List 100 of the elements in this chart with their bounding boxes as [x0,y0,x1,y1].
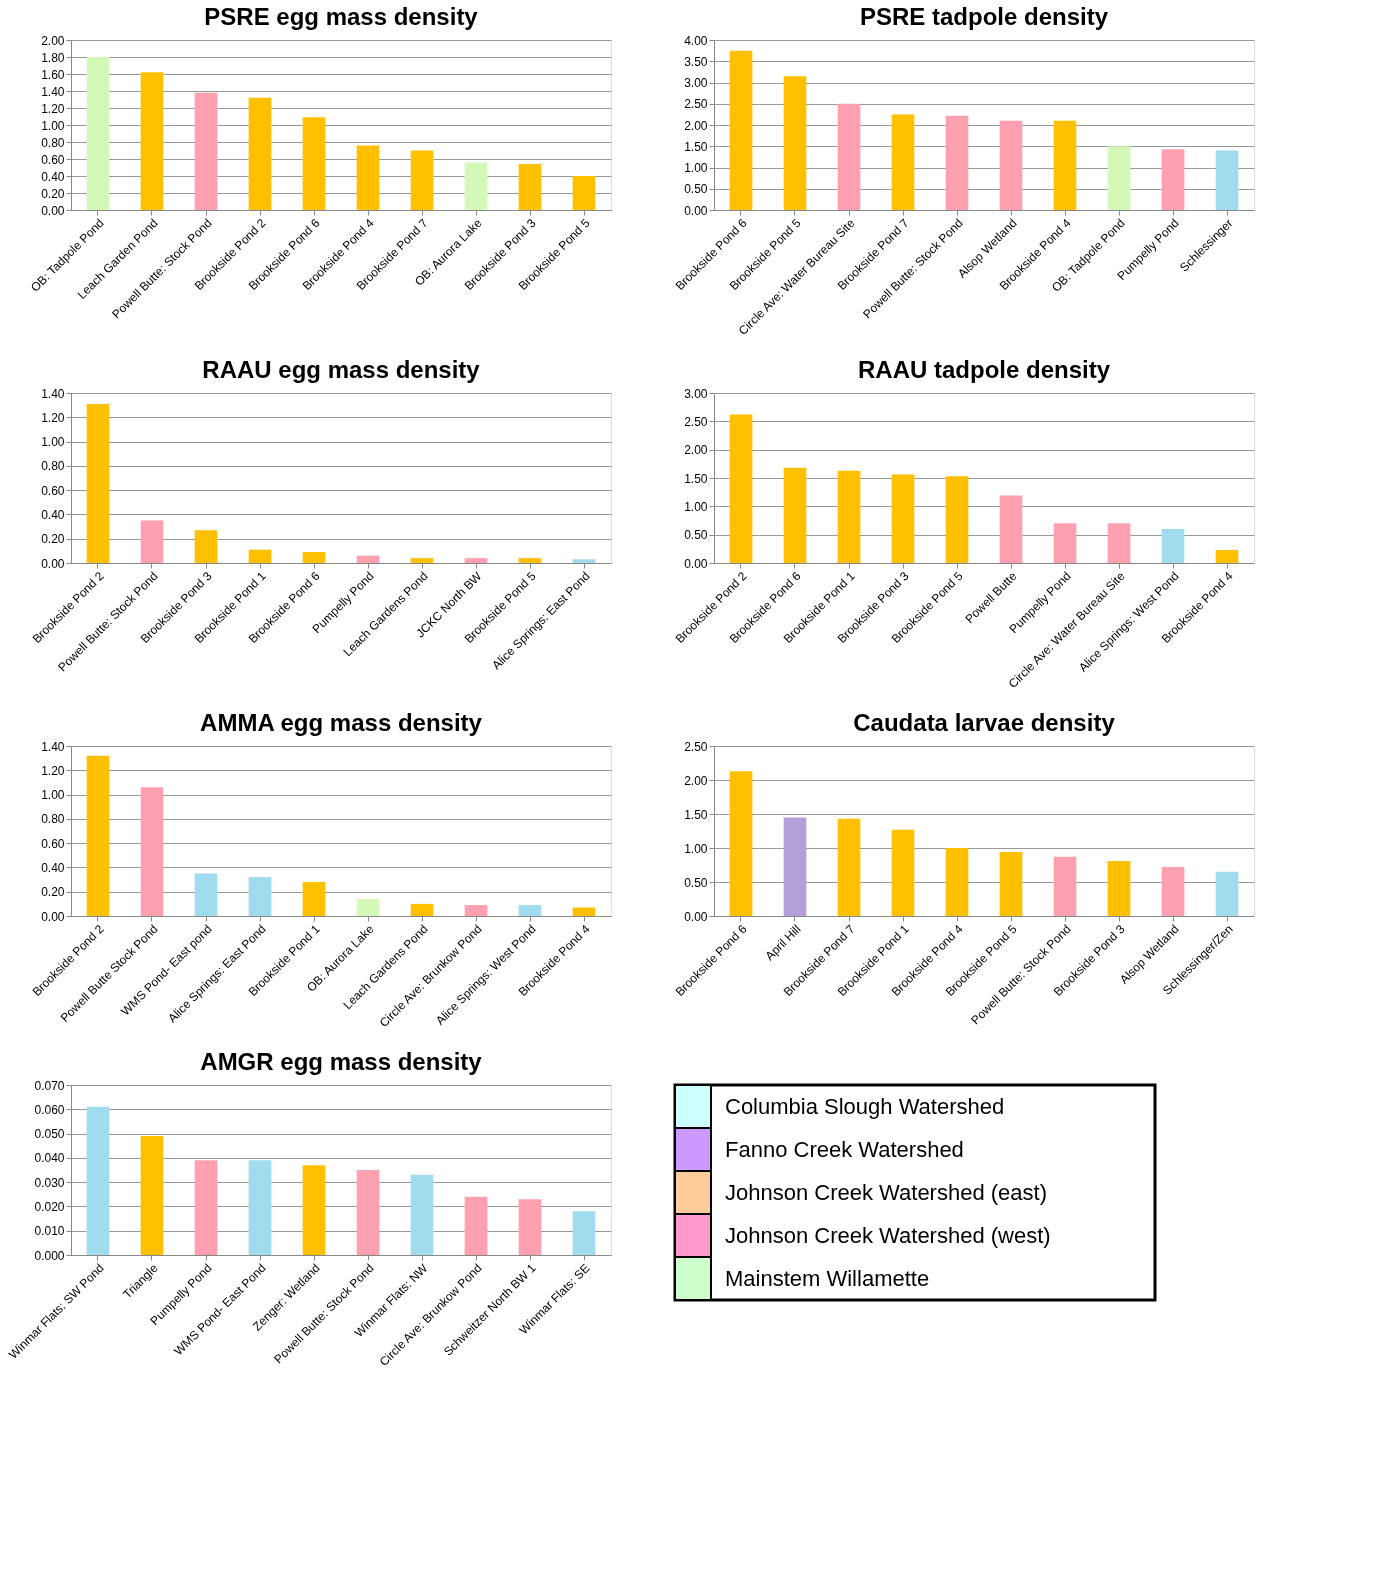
bar [356,145,380,210]
bar [464,1196,488,1255]
bar [1161,149,1185,210]
bar [1053,856,1077,916]
y-tick-label: 0.00 [41,556,65,571]
y-tick-label: 1.20 [41,101,65,116]
bar [1161,529,1185,563]
bar [86,1106,110,1255]
bar [999,852,1023,916]
y-tick-label: 1.40 [41,739,65,754]
bar [140,72,164,210]
y-tick-label: 2.00 [684,773,708,788]
y-tick-label: 0.060 [34,1102,65,1117]
chart-title: AMMA egg mass density [200,709,483,736]
bar [464,558,488,563]
y-tick-label: 3.00 [684,76,708,90]
bar [302,117,326,210]
bar [1161,867,1185,916]
bar [891,114,915,210]
y-tick-label: 0.50 [684,528,708,543]
bar [1053,523,1077,563]
bar [464,905,488,916]
bar [356,1170,380,1255]
bar [518,558,542,563]
y-tick-label: 0.00 [684,203,708,218]
bar [1107,146,1131,210]
bar [572,907,596,916]
bar [837,818,861,916]
bar [1215,871,1239,916]
bar [1215,549,1239,563]
bar [302,1165,326,1255]
y-tick-label: 1.40 [41,84,65,99]
bar [837,103,861,210]
y-tick-label: 0.40 [41,507,65,522]
bar [572,1211,596,1255]
y-tick-label: 1.20 [41,763,65,778]
y-tick-label: 0.20 [41,532,65,547]
bar [729,414,753,563]
y-tick-label: 0.040 [34,1151,65,1166]
y-tick-label: 3.00 [684,386,708,401]
y-tick-label: 1.80 [41,50,65,65]
category-label: Fanno Creek Watershed [725,1136,964,1162]
y-tick-label: 1.20 [41,410,65,425]
y-tick-label: 0.050 [34,1127,65,1142]
y-tick-label: 0.40 [41,169,65,184]
bar [86,755,110,916]
bar [783,467,807,563]
bar [248,549,272,563]
y-tick-label: 1.50 [684,807,708,822]
bar [729,50,753,210]
y-tick-label: 0.60 [41,836,65,851]
y-tick-label: 2.00 [41,33,65,48]
bar [140,1136,164,1255]
bar [410,1174,434,1255]
chart-title: RAAU tadpole density [857,356,1111,383]
y-tick-label: 0.00 [41,203,65,218]
y-tick-label: 2.00 [684,443,708,458]
bar [86,403,110,563]
bar [410,558,434,563]
y-tick-label: 0.020 [34,1199,65,1214]
bar [302,882,326,916]
category-label: Johnson Creek Watershed (west) [725,1222,1051,1248]
bar [518,164,542,210]
bar [518,1199,542,1255]
y-tick-label: 0.20 [41,885,65,900]
bar [194,530,218,563]
y-tick-label: 0.80 [41,459,65,474]
y-tick-label: 0.80 [41,812,65,827]
y-tick-label: 1.00 [41,435,65,450]
y-tick-label: 0.60 [41,483,65,498]
y-tick-label: 0.00 [684,556,708,571]
y-tick-label: 1.00 [41,788,65,803]
bar [194,873,218,916]
bar [1215,150,1239,210]
bar [248,97,272,210]
bar [783,817,807,916]
y-tick-label: 1.00 [684,841,708,856]
y-tick-label: 0.070 [34,1078,65,1093]
category-label: Columbia Slough Watershed [725,1093,1005,1119]
bar [302,552,326,563]
y-tick-label: 0.40 [41,860,65,875]
y-tick-label: 0.50 [684,875,708,890]
bar [999,495,1023,563]
bar [572,559,596,563]
y-tick-label: 2.00 [684,118,708,133]
chart-title: PSRE egg mass density [204,3,479,30]
bar [140,520,164,563]
bar [945,848,969,916]
y-tick-label: 0.60 [41,152,65,167]
y-tick-label: 0.20 [41,186,65,201]
bar [1107,523,1131,563]
chart-title: RAAU egg mass density [202,356,481,383]
bar [194,1160,218,1255]
bar [248,877,272,916]
chart-title: PSRE tadpole density [859,3,1109,30]
bar [572,176,596,210]
bar [891,474,915,563]
bar [999,120,1023,210]
bar [86,57,110,210]
bar [248,1160,272,1255]
